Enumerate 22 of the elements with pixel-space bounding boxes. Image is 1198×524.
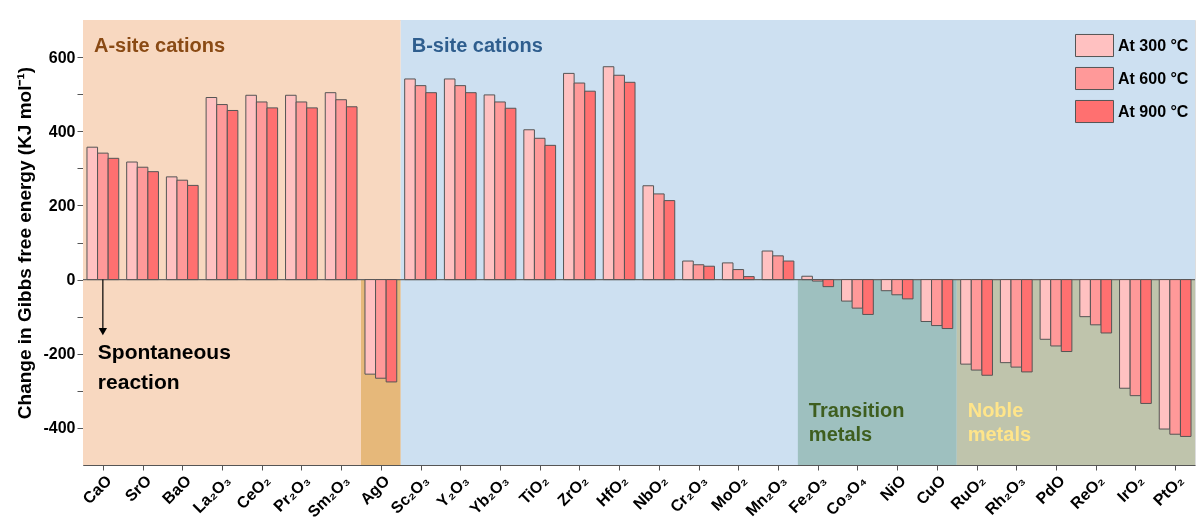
band-label: A-site cations bbox=[94, 34, 226, 56]
x-tick-label: IrO₂ bbox=[1113, 471, 1148, 506]
x-tick-label: CuO bbox=[912, 471, 949, 508]
legend-label: At 300 °C bbox=[1118, 36, 1189, 54]
x-tick-label: SrO bbox=[121, 471, 155, 505]
y-tick-label: 0 bbox=[66, 271, 76, 289]
band-label: Noble metals bbox=[967, 399, 1032, 445]
band-label: Transition metals bbox=[808, 399, 905, 445]
y-axis-title: Change in Gibbs free energy (KJ mol⁻¹) bbox=[14, 66, 36, 420]
band-label: B-site cations bbox=[411, 34, 543, 56]
y-tick-label: -400 bbox=[43, 419, 76, 437]
y-tick-label: 200 bbox=[48, 196, 76, 214]
annotation: Spontaneous reaction bbox=[97, 339, 231, 393]
legend-label: At 900 °C bbox=[1118, 102, 1189, 120]
x-tick-label: TiO₂ bbox=[515, 471, 552, 508]
y-tick-label: 600 bbox=[48, 48, 76, 66]
y-tick-label: -200 bbox=[43, 345, 76, 363]
x-tick-label: NiO bbox=[876, 471, 909, 504]
x-tick-label: CaO bbox=[79, 471, 115, 508]
legend-label: At 600 °C bbox=[1118, 69, 1189, 87]
x-tick-label: PtO₂ bbox=[1149, 471, 1187, 509]
y-tick-label: 400 bbox=[48, 122, 76, 140]
